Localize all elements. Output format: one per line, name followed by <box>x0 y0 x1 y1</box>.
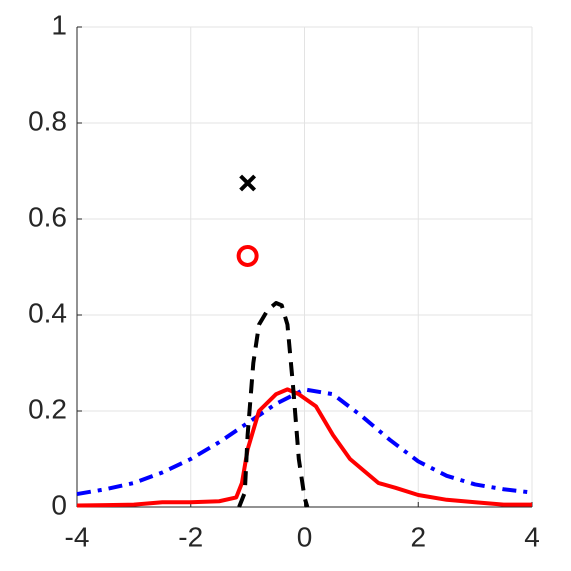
x-tick-label: 2 <box>410 521 426 552</box>
x-tick-label: 4 <box>524 521 540 552</box>
y-tick-label: 0.6 <box>28 201 67 232</box>
x-tick-label: 0 <box>297 521 313 552</box>
marker <box>239 174 257 192</box>
x-tick-label: -4 <box>65 521 90 552</box>
line <box>237 301 310 508</box>
marker <box>236 244 259 267</box>
y-tick-label: 1 <box>51 9 67 40</box>
y-tick-label: 0.8 <box>28 105 67 136</box>
y-tick-label: 0.2 <box>28 393 67 424</box>
y-tick-label: 0.4 <box>28 297 67 328</box>
y-tick-label: 0 <box>51 489 67 520</box>
x-tick-label: -2 <box>178 521 203 552</box>
